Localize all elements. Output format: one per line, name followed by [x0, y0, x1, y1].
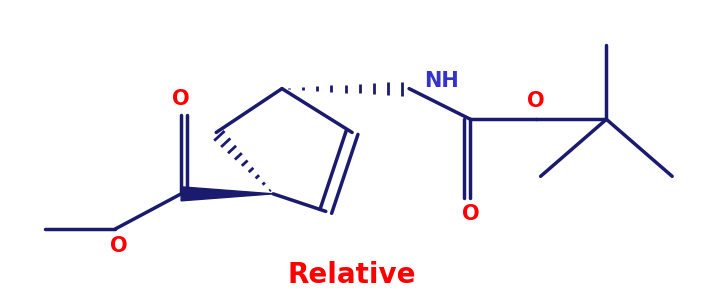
Text: O: O [173, 89, 190, 109]
Polygon shape [181, 187, 273, 201]
Text: O: O [528, 91, 545, 110]
Text: O: O [110, 236, 128, 256]
Text: O: O [462, 204, 479, 224]
Text: Relative: Relative [288, 261, 416, 290]
Text: NH: NH [424, 71, 458, 91]
